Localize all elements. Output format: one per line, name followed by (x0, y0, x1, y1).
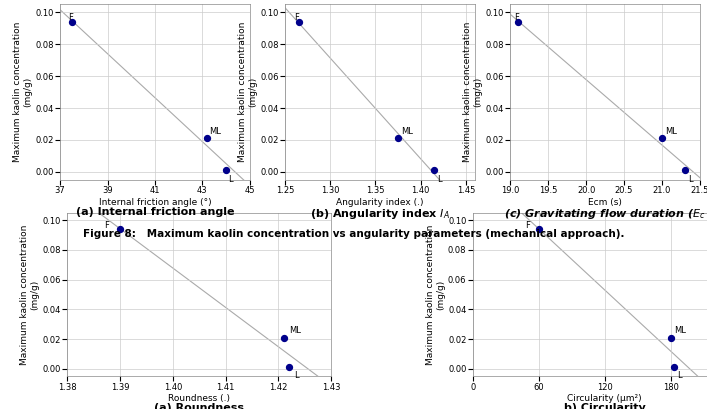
Text: (b) Angularity index $I_A$: (b) Angularity index $I_A$ (310, 207, 450, 220)
Point (428, 167, 440, 174)
Text: L: L (437, 175, 442, 184)
Point (512, 18, 523, 25)
Text: b) Circularity: b) Circularity (563, 403, 645, 409)
Text: Figure 8:   Maximum kaolin concentration vs angularity parameters (mechanical ap: Figure 8: Maximum kaolin concentration v… (83, 229, 624, 239)
Text: L: L (688, 175, 692, 184)
Text: L: L (677, 371, 682, 380)
Point (392, 135, 404, 142)
X-axis label: Circularity (μm²): Circularity (μm²) (567, 394, 642, 403)
Y-axis label: Maximum kaolin concentration
(mg/g): Maximum kaolin concentration (mg/g) (463, 22, 483, 162)
Point (66, 18, 78, 25)
Text: ML: ML (401, 127, 413, 136)
Point (668, 364, 679, 371)
Y-axis label: Maximum kaolin concentration
(mg/g): Maximum kaolin concentration (mg/g) (238, 22, 257, 162)
Text: (a) Internal friction angle: (a) Internal friction angle (76, 207, 234, 216)
Point (293, 18, 304, 25)
X-axis label: Angularity index (.): Angularity index (.) (337, 198, 423, 207)
Text: L: L (294, 371, 299, 380)
Point (679, 167, 691, 174)
Text: F: F (294, 13, 299, 22)
Text: (c) Gravitating flow duration ($E_{c}$: (c) Gravitating flow duration ($E_{c}$ (504, 207, 706, 220)
X-axis label: Roundness (.): Roundness (.) (168, 394, 230, 403)
Text: ML: ML (209, 127, 221, 136)
Y-axis label: Maximum kaolin concentration
(mg/g): Maximum kaolin concentration (mg/g) (426, 224, 445, 365)
Point (278, 334, 289, 341)
Point (665, 334, 677, 341)
X-axis label: Internal friction angle (°): Internal friction angle (°) (99, 198, 211, 207)
Text: F: F (525, 220, 530, 229)
Y-axis label: Maximum kaolin concentration
(mg/g): Maximum kaolin concentration (mg/g) (13, 22, 33, 162)
Point (115, 226, 126, 232)
Y-axis label: Maximum kaolin concentration
(mg/g): Maximum kaolin concentration (mg/g) (21, 224, 40, 365)
Point (656, 135, 667, 142)
Point (533, 226, 544, 232)
Text: F: F (104, 220, 109, 229)
Text: ML: ML (665, 127, 677, 136)
Text: F: F (514, 13, 519, 22)
X-axis label: Ecm (s): Ecm (s) (588, 198, 622, 207)
Text: L: L (228, 175, 233, 184)
Text: ML: ML (674, 326, 686, 335)
Point (221, 167, 232, 174)
Point (284, 364, 295, 371)
Text: (a) Roundness: (a) Roundness (154, 403, 244, 409)
Point (201, 135, 213, 142)
Text: F: F (69, 13, 74, 22)
Text: ML: ML (289, 326, 301, 335)
